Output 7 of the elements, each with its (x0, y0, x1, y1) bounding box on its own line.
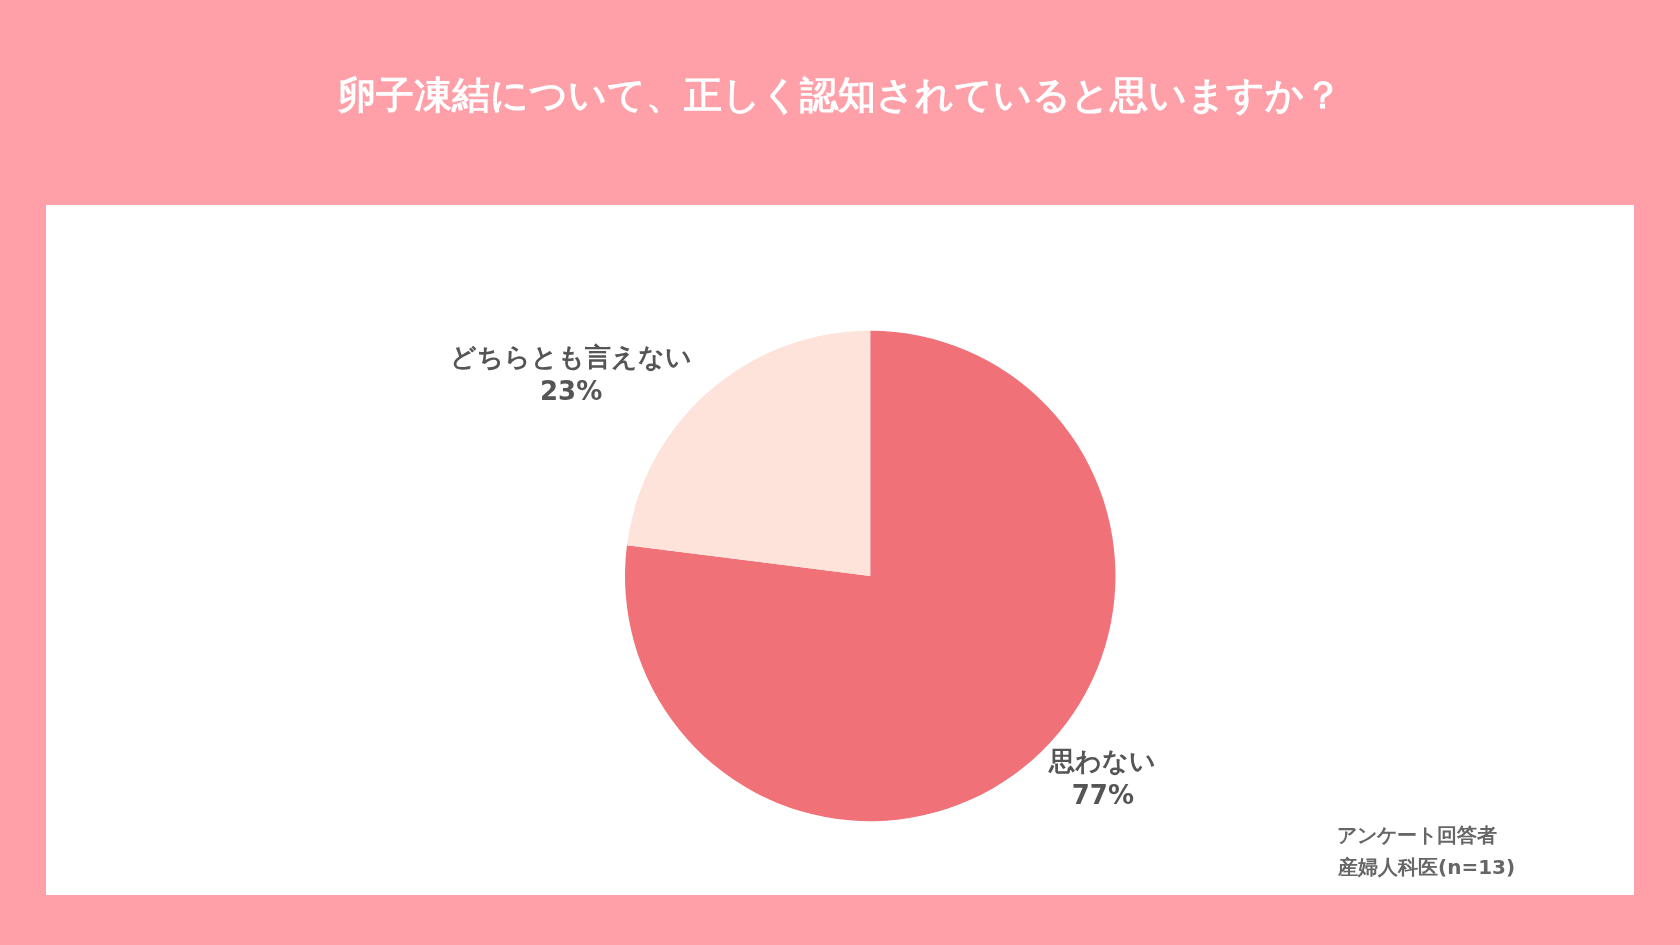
slice-label: 思わない (1048, 745, 1157, 776)
chart-title: 卵子凍結について、正しく認知されていると思いますか？ (337, 73, 1342, 118)
data-label: 77% (1071, 779, 1134, 810)
text: 産婦人科医(n=13) (1337, 855, 1516, 879)
slice-label: どちらとも言えない (450, 342, 693, 373)
text: アンケート回答者 (1337, 823, 1497, 847)
data-label: 23% (540, 375, 603, 406)
